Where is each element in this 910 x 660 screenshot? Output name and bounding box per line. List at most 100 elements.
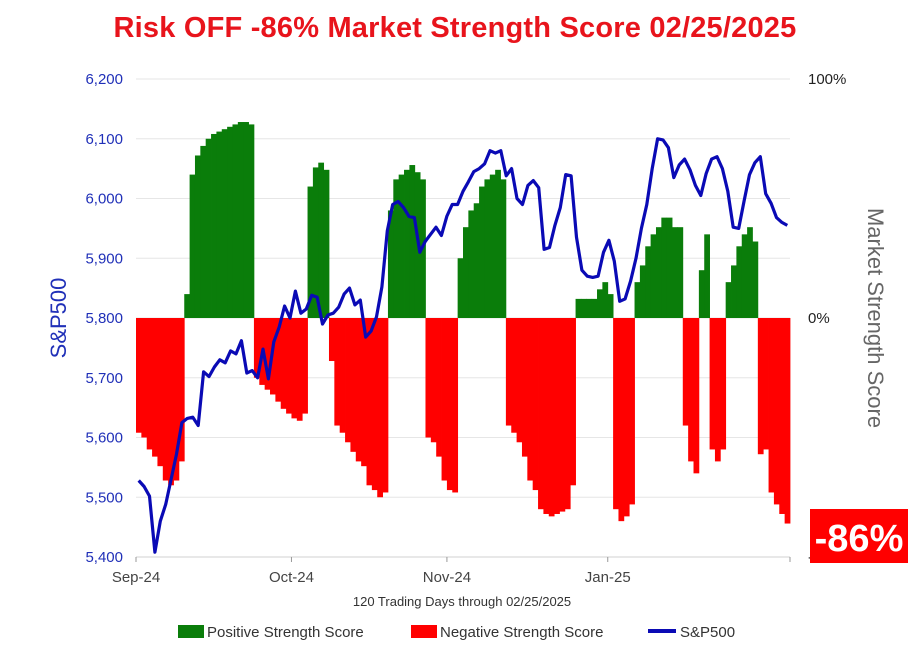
- x-tick-label: Sep-24: [112, 569, 160, 586]
- y-left-tick-label: 5,600: [85, 430, 123, 447]
- positive-score-bar: [639, 265, 646, 318]
- positive-score-bar: [479, 186, 485, 318]
- negative-score-bar: [693, 318, 700, 474]
- y-left-tick-label: 5,400: [85, 549, 123, 566]
- positive-score-bar: [457, 258, 464, 318]
- left-axis: 5,400 5,500 5,600 5,700 5,800 5,900 6,000 6,100…: [85, 71, 123, 566]
- y-left-tick-label: 6,200: [85, 71, 123, 88]
- positive-score-bar: [650, 234, 657, 318]
- positive-score-bar: [189, 174, 196, 318]
- negative-score-bar: [253, 318, 260, 378]
- y-right-tick-label: 100%: [808, 71, 846, 88]
- positive-score-bar: [731, 265, 737, 318]
- negative-score-bar: [623, 318, 630, 517]
- negative-score-bar: [709, 318, 716, 450]
- x-tick-label: Jan-25: [585, 569, 631, 586]
- positive-score-bar: [597, 289, 603, 318]
- positive-score-bar: [591, 298, 598, 318]
- score-callout: -86%: [810, 509, 908, 563]
- negative-score-bar: [286, 318, 292, 414]
- positive-score-bar: [211, 133, 217, 318]
- negative-score-bar: [430, 318, 437, 443]
- positive-score-bar: [500, 179, 507, 318]
- y-axis-label-right: Market Strength Score: [863, 208, 888, 428]
- negative-score-bar: [763, 318, 769, 450]
- positive-score-bar: [243, 122, 249, 319]
- y-left-tick-label: 6,000: [85, 191, 123, 208]
- positive-score-bar: [194, 155, 201, 318]
- negative-score-bar: [773, 318, 780, 505]
- x-axis: Sep-24 Oct-24 Nov-24 Jan-25: [112, 556, 791, 586]
- negative-score-bar: [275, 318, 282, 402]
- positive-score-bar: [312, 167, 319, 318]
- negative-score-bar: [366, 318, 373, 486]
- negative-score-bar: [548, 318, 555, 517]
- positive-score-bar: [484, 179, 491, 318]
- negative-score-bar: [157, 318, 164, 467]
- negative-score-bar: [136, 318, 142, 433]
- negative-score-bar: [377, 318, 383, 498]
- chart-title: Risk OFF -86% Market Strength Score 02/2…: [113, 12, 797, 44]
- y-left-tick-label: 5,900: [85, 250, 123, 267]
- legend-label-positive: Positive Strength Score: [207, 624, 364, 641]
- positive-score-bar: [672, 227, 678, 318]
- negative-score-bar: [178, 318, 185, 462]
- negative-score-bar: [768, 318, 775, 493]
- y-left-tick-label: 5,500: [85, 489, 123, 506]
- y-right-tick-label: 0%: [808, 310, 830, 327]
- positive-score-bar: [607, 294, 614, 318]
- negative-score-bar: [521, 318, 528, 457]
- positive-score-bar: [184, 294, 191, 318]
- negative-score-bar: [168, 318, 174, 486]
- negative-score-bar: [446, 318, 453, 491]
- negative-score-bar: [779, 318, 786, 514]
- positive-score-bar: [307, 186, 314, 318]
- positive-score-bar: [677, 227, 684, 318]
- negative-score-bar: [554, 318, 560, 514]
- positive-score-bar: [200, 145, 207, 318]
- positive-score-bar: [495, 169, 501, 318]
- negative-score-bar: [361, 318, 367, 467]
- negative-score-bar: [543, 318, 550, 514]
- negative-score-bar: [613, 318, 619, 510]
- positive-score-bar: [747, 227, 753, 318]
- positive-score-bar: [752, 241, 759, 318]
- positive-score-bar: [398, 174, 405, 318]
- positive-score-bar: [205, 138, 212, 318]
- negative-score-bar: [714, 318, 721, 462]
- negative-score-bar: [280, 318, 287, 409]
- positive-score-bar: [473, 203, 480, 318]
- positive-score-bar: [318, 162, 325, 318]
- positive-score-bar: [602, 282, 609, 318]
- positive-score-bar: [221, 129, 228, 318]
- negative-score-bar: [720, 318, 727, 450]
- negative-score-bar: [688, 318, 694, 462]
- legend-swatch-positive: [178, 625, 204, 638]
- negative-score-bar: [425, 318, 432, 438]
- negative-score-bar: [452, 318, 459, 493]
- negative-score-bar: [350, 318, 357, 452]
- negative-score-bar: [334, 318, 341, 426]
- negative-score-bar: [618, 318, 625, 522]
- negative-score-bar: [302, 318, 308, 414]
- positive-score-bar: [404, 169, 410, 318]
- negative-score-bar: [532, 318, 539, 491]
- positive-score-bar: [489, 174, 496, 318]
- x-axis-label: 120 Trading Days through 02/25/2025: [353, 594, 571, 609]
- negative-score-bar: [296, 318, 303, 421]
- negative-score-bar: [141, 318, 148, 438]
- right-axis: -100%0%100%: [808, 71, 851, 566]
- positive-score-bar: [248, 124, 255, 318]
- legend: Positive Strength Score Negative Strengt…: [178, 624, 735, 641]
- negative-score-bar: [511, 318, 518, 433]
- positive-score-bar: [736, 246, 743, 318]
- positive-score-bar: [393, 179, 400, 318]
- positive-score-bar: [237, 122, 244, 319]
- sp500-line: [137, 137, 789, 554]
- negative-score-bar: [173, 318, 180, 481]
- negative-score-bar: [436, 318, 442, 457]
- positive-score-bar: [227, 126, 233, 318]
- positive-score-bar: [725, 282, 732, 318]
- score-callout-box: [810, 509, 908, 563]
